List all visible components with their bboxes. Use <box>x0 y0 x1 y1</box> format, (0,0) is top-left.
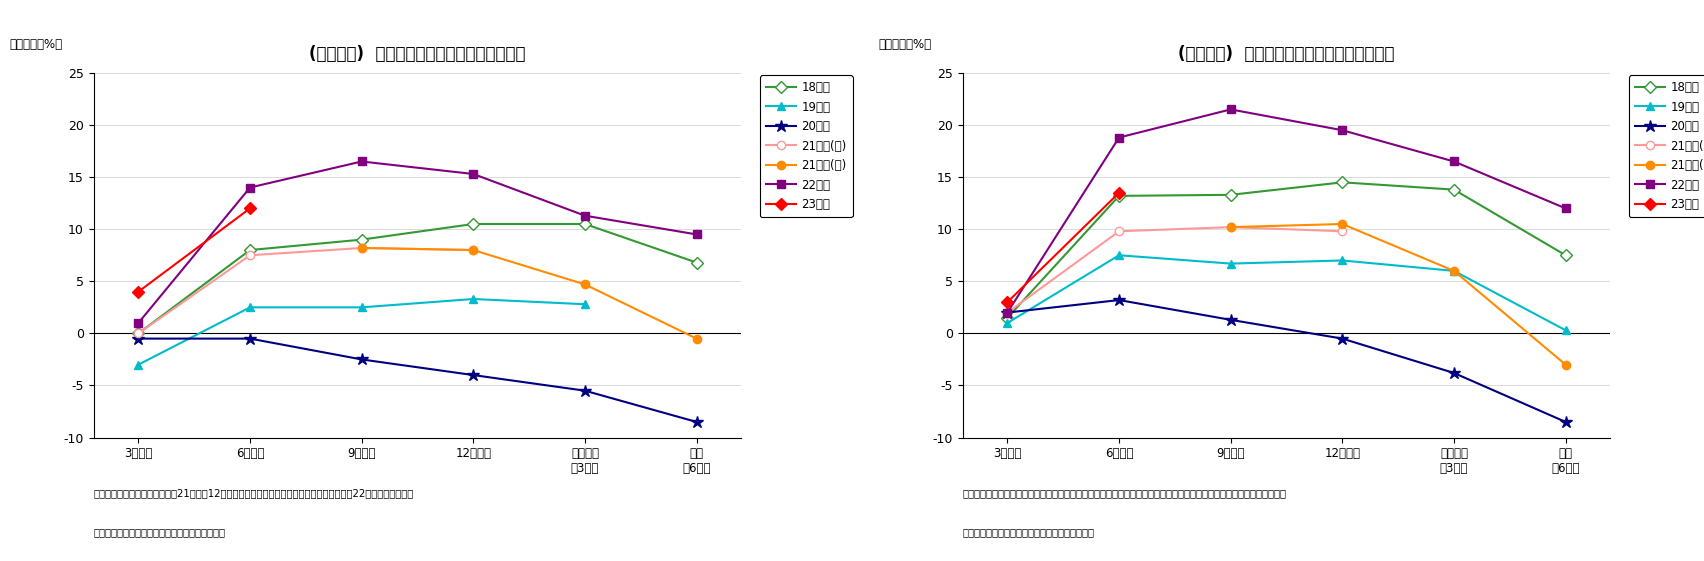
20年度 <box>1220 316 1241 323</box>
19年度 <box>997 320 1017 327</box>
22年度 <box>687 231 707 238</box>
18年度 <box>1109 192 1130 199</box>
19年度 <box>574 301 595 307</box>
20年度 <box>574 387 595 394</box>
21年度(新) <box>687 335 707 342</box>
21年度(旧) <box>240 252 261 259</box>
22年度 <box>997 309 1017 316</box>
20年度 <box>240 335 261 342</box>
19年度 <box>1109 252 1130 259</box>
Line: 22年度: 22年度 <box>135 157 700 327</box>
19年度 <box>1443 268 1464 274</box>
Title: (図表１２)  設備投資計画（全規模・全産業）: (図表１２) 設備投資計画（全規模・全産業） <box>308 45 527 63</box>
Text: （前年比、%）: （前年比、%） <box>10 38 63 51</box>
Text: （資料）日本銀行「全国企業短期経済観測調査」: （資料）日本銀行「全国企業短期経済観測調査」 <box>963 527 1094 537</box>
Line: 21年度(新): 21年度(新) <box>358 244 700 343</box>
21年度(新) <box>574 281 595 288</box>
21年度(新) <box>1220 224 1241 231</box>
20年度 <box>997 309 1017 316</box>
22年度 <box>1443 158 1464 165</box>
Line: 21年度(新): 21年度(新) <box>1227 220 1569 369</box>
Line: 23年度: 23年度 <box>1004 188 1123 306</box>
20年度 <box>463 372 484 379</box>
22年度 <box>1333 127 1353 134</box>
19年度 <box>1333 257 1353 264</box>
20年度 <box>1556 419 1576 425</box>
18年度 <box>1333 179 1353 186</box>
21年度(旧) <box>1109 228 1130 234</box>
23年度 <box>997 299 1017 306</box>
Line: 18年度: 18年度 <box>135 220 700 338</box>
Text: （資料）日本銀行「全国企業短期経済観測調査」: （資料）日本銀行「全国企業短期経済観測調査」 <box>94 527 225 537</box>
Title: (図表１３)  設備投資計画（大企業・全産業）: (図表１３) 設備投資計画（大企業・全産業） <box>1177 45 1396 63</box>
20年度 <box>351 356 371 363</box>
22年度 <box>463 171 484 177</box>
18年度 <box>687 259 707 266</box>
Line: 20年度: 20年度 <box>1002 294 1571 428</box>
21年度(新) <box>351 245 371 251</box>
19年度 <box>128 361 148 368</box>
19年度 <box>351 304 371 311</box>
18年度 <box>463 220 484 227</box>
20年度 <box>687 419 707 425</box>
Line: 21年度(旧): 21年度(旧) <box>1004 223 1346 317</box>
23年度 <box>128 288 148 295</box>
22年度 <box>128 320 148 327</box>
Line: 22年度: 22年度 <box>1004 105 1569 317</box>
23年度 <box>1109 190 1130 196</box>
Legend: 18年度, 19年度, 20年度, 21年度(旧), 21年度(新), 22年度, 23年度: 18年度, 19年度, 20年度, 21年度(旧), 21年度(新), 22年度… <box>1629 75 1704 217</box>
21年度(旧) <box>1220 224 1241 231</box>
22年度 <box>240 184 261 191</box>
Text: （注）リース会計対応ベース。21年度分12月調査は新旧併記、実績見込み以降は新ベース、22年度分は新ベース: （注）リース会計対応ベース。21年度分12月調査は新旧併記、実績見込み以降は新ベ… <box>94 488 414 498</box>
Line: 19年度: 19年度 <box>135 295 590 369</box>
18年度 <box>574 220 595 227</box>
18年度 <box>240 247 261 254</box>
18年度 <box>128 330 148 337</box>
Line: 18年度: 18年度 <box>1004 178 1569 322</box>
19年度 <box>240 304 261 311</box>
21年度(旧) <box>351 245 371 251</box>
21年度(新) <box>1556 361 1576 368</box>
Line: 20年度: 20年度 <box>133 332 702 428</box>
21年度(新) <box>1443 268 1464 274</box>
18年度 <box>1443 186 1464 193</box>
20年度 <box>1109 297 1130 304</box>
18年度 <box>1220 191 1241 198</box>
21年度(旧) <box>997 309 1017 316</box>
Legend: 18年度, 19年度, 20年度, 21年度(旧), 21年度(新), 22年度, 23年度: 18年度, 19年度, 20年度, 21年度(旧), 21年度(新), 22年度… <box>760 75 852 217</box>
21年度(旧) <box>128 330 148 337</box>
Line: 21年度(旧): 21年度(旧) <box>135 244 477 338</box>
22年度 <box>351 158 371 165</box>
18年度 <box>351 236 371 243</box>
22年度 <box>1109 134 1130 141</box>
22年度 <box>1220 106 1241 113</box>
20年度 <box>1443 370 1464 376</box>
21年度(新) <box>463 247 484 254</box>
18年度 <box>997 314 1017 321</box>
22年度 <box>574 212 595 219</box>
Line: 19年度: 19年度 <box>1004 251 1569 334</box>
19年度 <box>1556 327 1576 334</box>
Line: 23年度: 23年度 <box>135 204 254 296</box>
21年度(旧) <box>463 247 484 254</box>
18年度 <box>1556 252 1576 259</box>
21年度(新) <box>1333 220 1353 227</box>
20年度 <box>1333 335 1353 342</box>
21年度(旧) <box>1333 228 1353 234</box>
22年度 <box>1556 205 1576 211</box>
Text: （注）リース会計対応ベース。２１年度分は１２月調査は新旧併記、実績見込み以降は新ベース、２２年度分は新ベース: （注）リース会計対応ベース。２１年度分は１２月調査は新旧併記、実績見込み以降は新… <box>963 488 1287 498</box>
19年度 <box>1220 260 1241 267</box>
Text: （前年比、%）: （前年比、%） <box>879 38 932 51</box>
23年度 <box>240 205 261 211</box>
19年度 <box>463 296 484 302</box>
20年度 <box>128 335 148 342</box>
